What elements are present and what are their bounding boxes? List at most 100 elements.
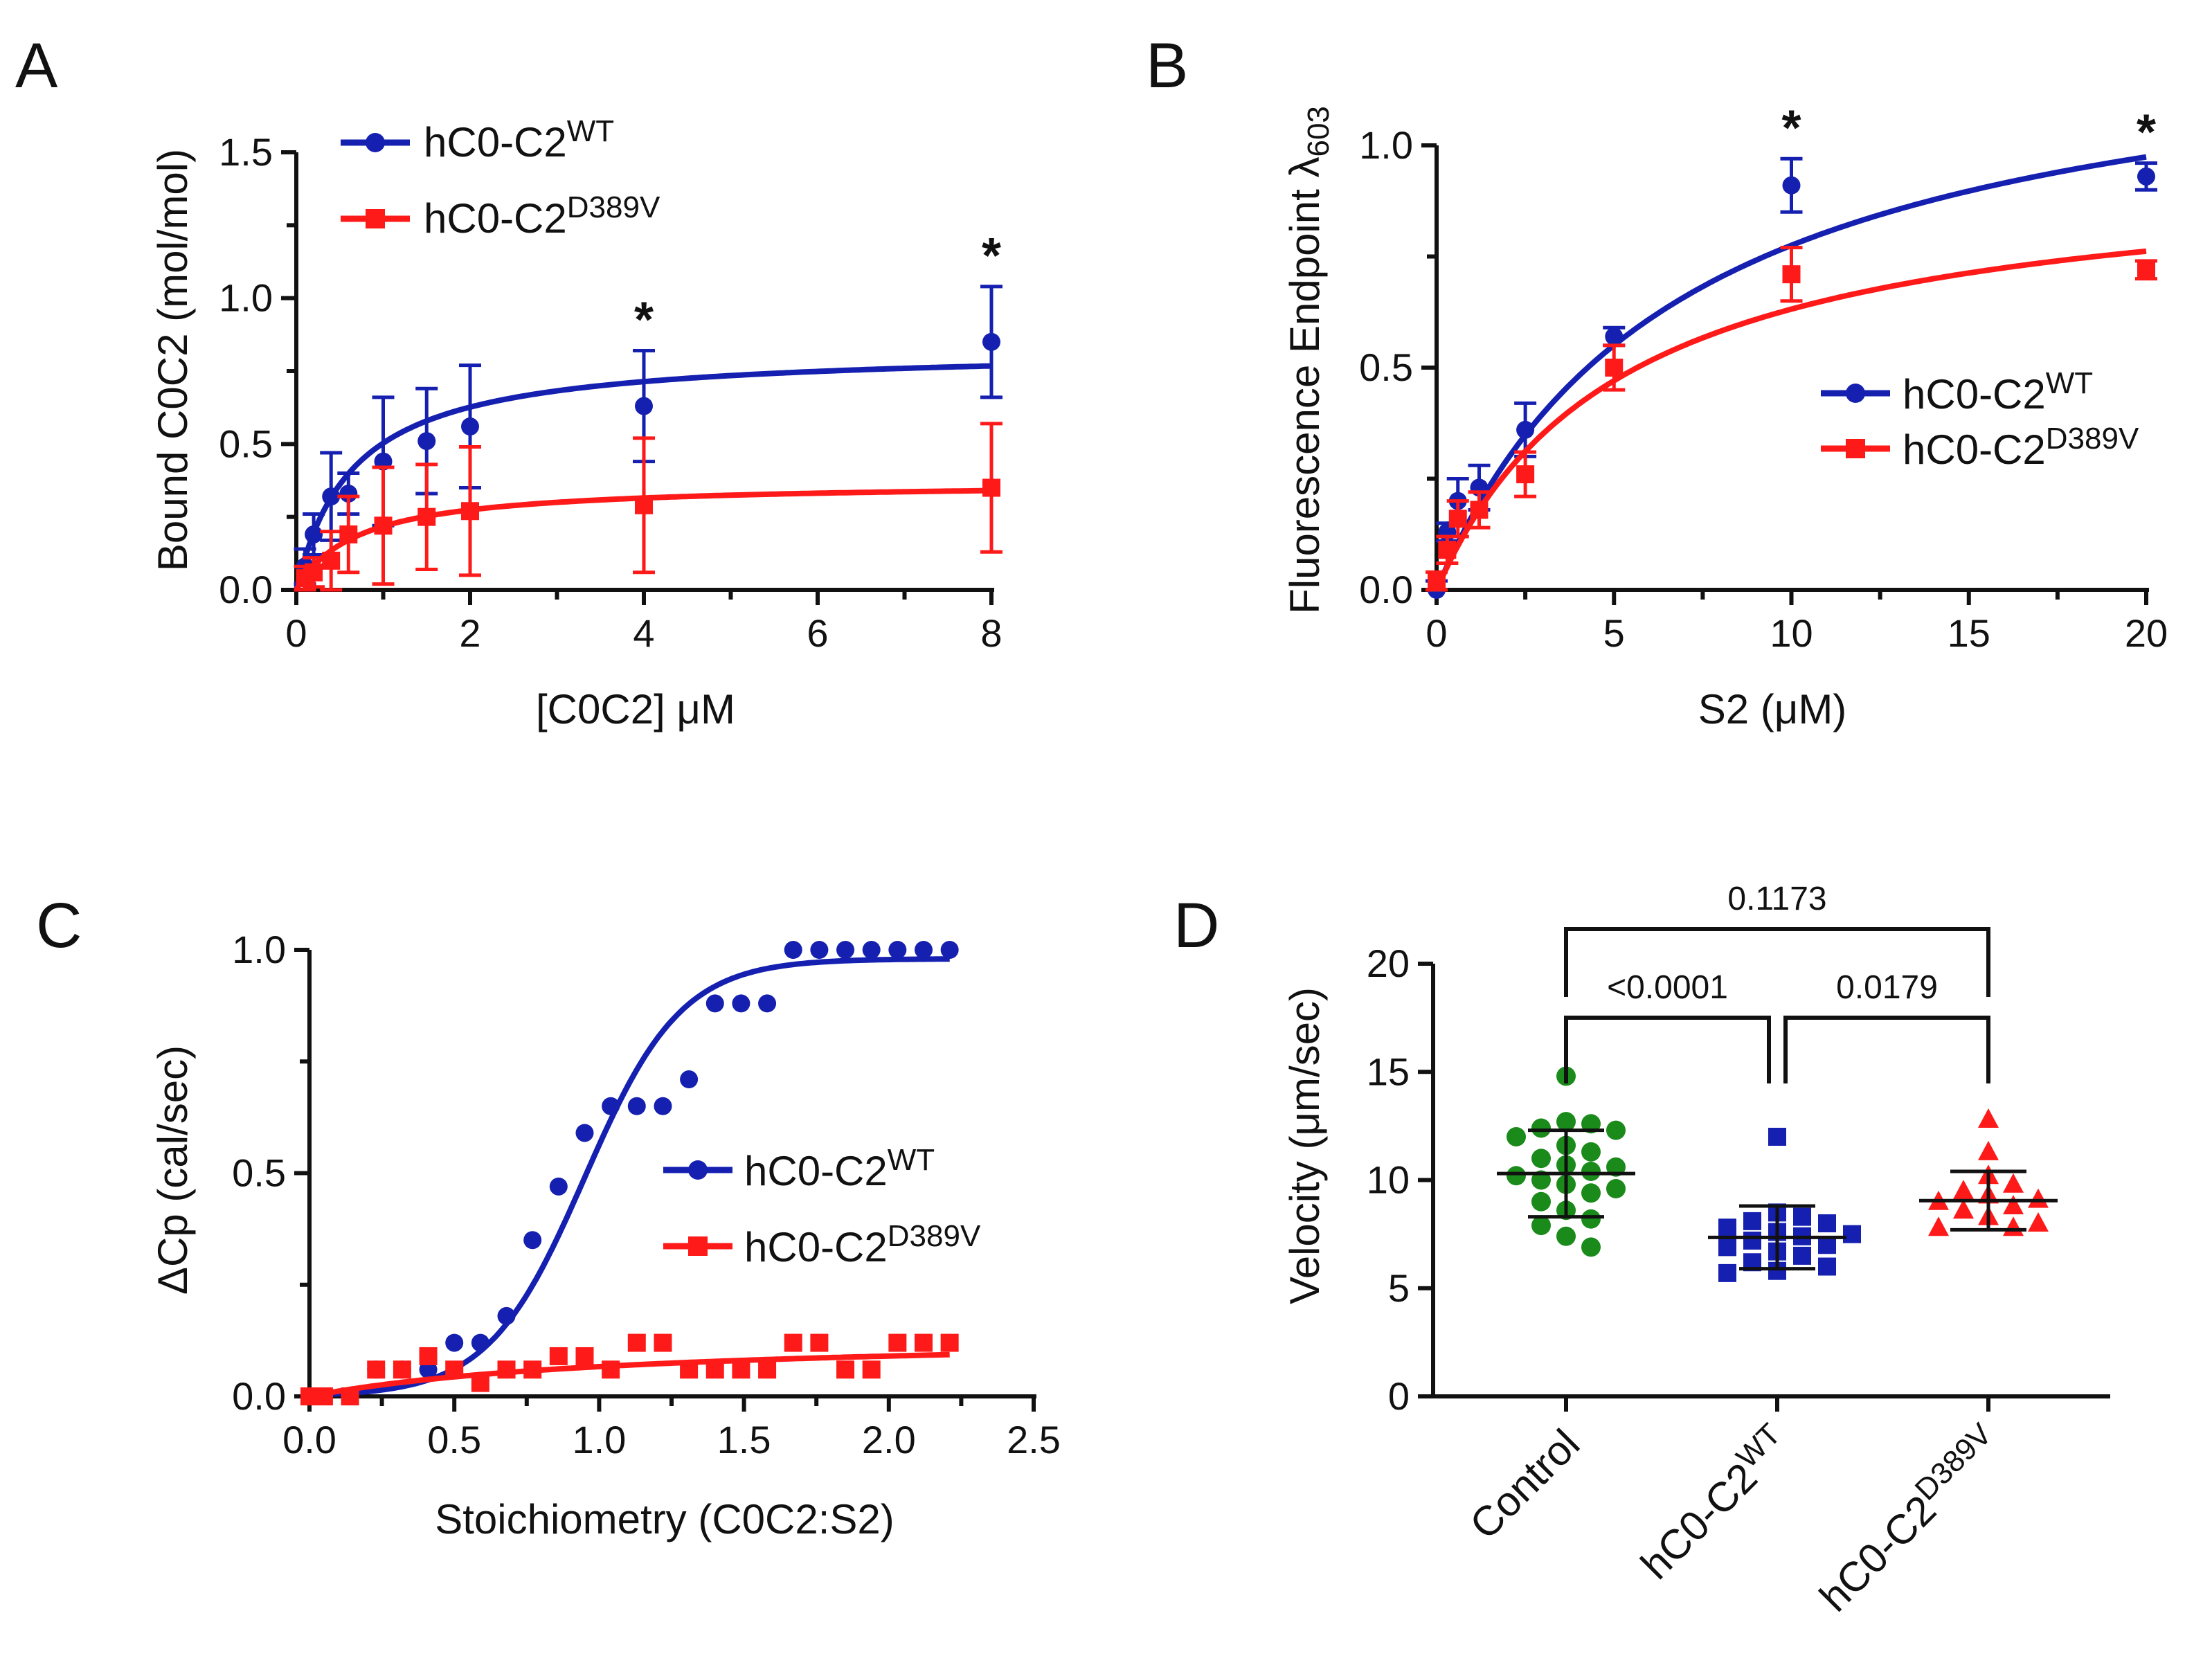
panel-a-y-tick-label: 0.0 [219, 568, 273, 611]
panel-b-x-tick-label: 0 [1426, 611, 1447, 655]
panel-c-wt-point [523, 1231, 542, 1250]
panel-d-group-d389v-point [2003, 1216, 2024, 1236]
panel-d-group-wt-point [1793, 1207, 1811, 1226]
panel-a-x-tick-label: 0 [285, 611, 307, 655]
panel-letter-c: C [36, 890, 82, 961]
panel-d-group-control-point [1581, 1142, 1601, 1162]
panel-c-legend-d389v-sup: D389V [888, 1219, 981, 1253]
panel-d-group-control-point [1581, 1237, 1601, 1257]
panel-a-wt-point [417, 432, 436, 451]
panel-c-wt-point [680, 1070, 699, 1089]
panel-d-group-d389v-point [1953, 1199, 1974, 1219]
panel-b-x-tick-label: 20 [2125, 611, 2168, 655]
panel-d-y-tick-label: 15 [1367, 1050, 1410, 1093]
panel-b-x-tick-label: 15 [1948, 611, 1990, 655]
panel-b: B 0.0 0.5 1.0 0 5 10 15 20 * * S2 (μM) Fluorescen… [1146, 30, 2168, 732]
panel-b-wt-point [1782, 176, 1801, 195]
panel-d-group-wt-point [1718, 1238, 1736, 1257]
panel-d-group-d389v-point [2003, 1173, 2024, 1193]
panel-c-wt-point [549, 1177, 568, 1196]
panel-c-x-tick-label: 1.5 [717, 1418, 771, 1461]
panel-d-bracket-1-2 [1783, 1016, 1990, 1083]
panel-c: C 0.0 0.5 1.0 0.0 0.5 1.0 1.5 2.0 2.5 Stoichiome… [36, 890, 1061, 1542]
panel-c-d389v-point [523, 1360, 542, 1379]
panel-c-wt-point [627, 1097, 646, 1115]
panel-c-wt-point [888, 941, 907, 959]
panel-d-group-control-point [1531, 1149, 1551, 1169]
panel-d-category-d389v-base: hC0-C2 [1810, 1486, 1945, 1621]
panel-b-legend-d389v-sup: D389V [2046, 422, 2139, 456]
panel-c-d389v-point [732, 1360, 750, 1379]
panel-c-d389v-point [314, 1387, 333, 1405]
panel-d-group-control-point [1531, 1191, 1551, 1212]
panel-a-x-tick-label: 8 [980, 611, 1002, 655]
panel-c-d389v-point [627, 1333, 646, 1352]
panel-a-d389v-point [374, 516, 393, 535]
panel-c-legend-d389v-marker [688, 1236, 708, 1256]
panel-b-legend: hC0-C2WT hC0-C2D389V [1821, 366, 2139, 473]
panel-c-wt-point [758, 994, 777, 1013]
panel-c-wt-point [810, 941, 829, 959]
panel-a-significance-star: * [982, 228, 1001, 284]
panel-c-d389v-point [915, 1333, 933, 1352]
panel-d-group-control-point [1531, 1216, 1551, 1236]
panel-d-p-value-0-2: 0.1173 [1727, 881, 1826, 917]
panel-a-y-axis-label: Bound C0C2 (mol/mol) [150, 149, 196, 571]
panel-d-bracket-0-2 [1564, 927, 1990, 997]
panel-c-d389v-point [575, 1347, 594, 1365]
panel-d-group-control-point [1606, 1120, 1626, 1140]
panel-d-group-d389v-point [1928, 1216, 1949, 1236]
panel-d-group-control-point [1556, 1226, 1576, 1246]
panel-c-x-tick-label: 0.5 [427, 1418, 481, 1461]
panel-b-d389v-point [1448, 510, 1467, 528]
panel-d-group-control-point [1507, 1127, 1526, 1146]
panel-d-y-tick-label: 10 [1367, 1158, 1410, 1202]
panel-a-wt-point [461, 417, 479, 436]
panel-a-wt-point [982, 332, 1000, 351]
panel-d: D 0 5 10 15 20 <0.0001 0.0179 0.1173 Velocity (… [1174, 881, 2110, 1621]
panel-c-wt-point [940, 941, 959, 959]
panel-b-y-axis-label: Fluorescence Endpoint λ603 [1282, 106, 1336, 614]
panel-a-d389v-point [339, 525, 358, 543]
panel-a-d389v-point [322, 551, 341, 570]
panel-b-d389v-point [1605, 359, 1624, 377]
panel-a-d389v-point [305, 563, 323, 582]
panel-d-group-wt-point [1793, 1246, 1811, 1265]
panel-b-x-tick-label: 10 [1770, 611, 1813, 655]
panel-d-group-wt-point [1743, 1212, 1761, 1230]
panel-c-wt-point [836, 941, 855, 959]
panel-c-d389v-point [680, 1360, 699, 1379]
panel-d-category-d389v: hC0-C2D389V [1808, 1416, 2011, 1620]
panel-a-legend-d389v-label: hC0-C2D389V [424, 190, 660, 242]
panel-d-group-wt-point [1818, 1214, 1836, 1232]
panel-d-group-wt-point [1718, 1218, 1736, 1237]
panel-c-d389v-point [445, 1360, 464, 1379]
panel-c-d389v-point [602, 1360, 620, 1379]
panel-letter-a: A [15, 30, 58, 101]
panel-d-group-d389v-point [1978, 1140, 1999, 1160]
panel-c-d389v-point [419, 1347, 438, 1365]
panel-b-wt-point [1605, 327, 1624, 346]
panel-c-wt-point [654, 1097, 672, 1115]
panel-b-legend-d389v-base: hC0-C2 [1903, 426, 2046, 473]
panel-d-y-tick-label: 0 [1388, 1374, 1410, 1418]
panel-d-group-control-point [1581, 1209, 1601, 1229]
panel-c-legend-wt-label: hC0-C2WT [744, 1143, 935, 1194]
panel-b-wt-point [2137, 167, 2155, 186]
panel-b-plot: 0.0 0.5 1.0 0 5 10 15 20 * * [1359, 100, 2168, 655]
panel-b-d389v-fit-curve [1434, 248, 2147, 591]
panel-d-group-d389v-point [2028, 1188, 2049, 1208]
panel-b-d389v-point [1428, 572, 1446, 591]
panel-c-d389v-point [888, 1333, 907, 1352]
panel-d-p-value-1-2: 0.0179 [1836, 969, 1938, 1006]
panel-d-y-tick-label: 20 [1367, 942, 1410, 985]
panel-c-wt-point [732, 994, 750, 1013]
panel-d-group-wt-point [1718, 1263, 1736, 1282]
panel-c-d389v-point [654, 1333, 672, 1352]
panel-d-group-control-point [1556, 1112, 1576, 1132]
panel-b-y-axis-label-main: Fluorescence Endpoint λ [1282, 157, 1328, 614]
panel-c-d389v-point [810, 1333, 829, 1352]
panel-b-significance-star: * [2137, 105, 2156, 161]
panel-d-y-tick-label: 5 [1388, 1266, 1410, 1310]
